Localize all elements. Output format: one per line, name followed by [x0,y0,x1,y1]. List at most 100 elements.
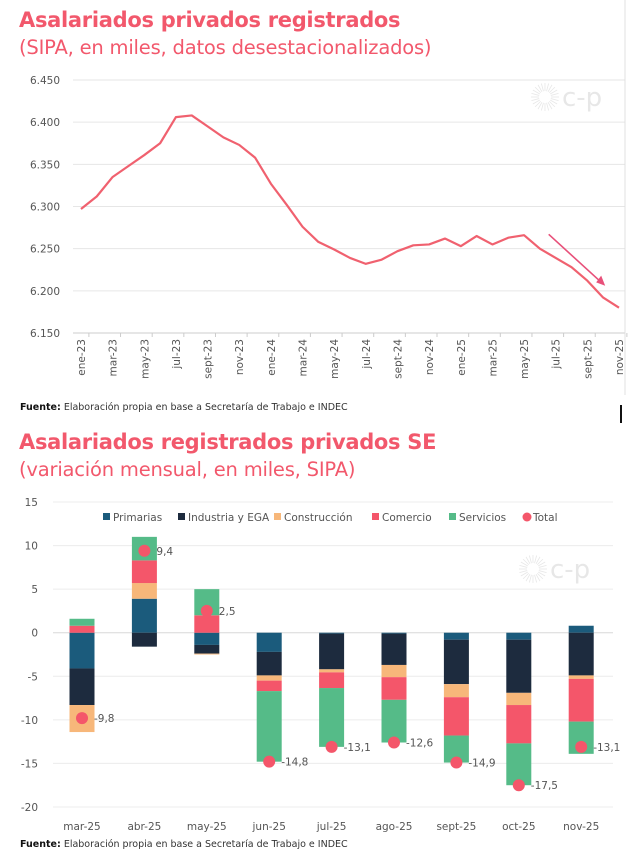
bar-segment-servicios [256,691,282,762]
source-label: Fuente: [20,839,61,850]
watermark-logo: c-p [519,555,590,585]
y-tick-label: -15 [21,758,38,770]
x-tick-label: jul-25 [316,821,347,833]
chart2-subtitle: (variación mensual, en miles, SIPA) [19,458,356,481]
total-data-label: -13,1 [344,742,371,754]
y-tick-label: -20 [21,802,38,814]
legend-label: Construcción [284,512,353,524]
svg-text:c-p: c-p [562,83,602,113]
chart2-title: Asalariados registrados privados SE [19,430,437,454]
total-data-label: -14,9 [468,758,495,770]
bar-segment-construcción [506,692,532,706]
total-data-label: -14,8 [281,757,308,769]
total-marker [76,712,88,725]
y-tick-label: 6.300 [30,202,60,214]
total-data-label: -12,6 [406,738,433,750]
trend-arrowhead [596,275,606,286]
bar-segment-comercio [131,560,157,584]
y-tick-label: 15 [25,497,38,509]
bar-segment-industria-y-ega [568,632,594,676]
legend-label: Total [532,512,558,524]
trend-arrow [548,233,604,285]
bar-segment-servicios [381,699,407,743]
bar-segment-primarias [131,598,157,633]
legend-swatch [178,513,185,520]
total-data-label: -17,5 [531,780,558,792]
x-tick-label: mar-23 [108,339,120,376]
x-tick-label: may-25 [519,339,531,379]
bar-segment-construcción [319,669,345,673]
bar-segment-primarias [256,632,282,652]
y-tick-label: 6.200 [30,286,60,298]
source-text: Elaboración propia en base a Secretaría … [63,839,348,850]
chart1-source: Fuente: Elaboración propia en base a Sec… [20,402,348,413]
bar-segment-construcción [194,653,220,655]
x-tick-label: sept-24 [392,339,404,379]
total-marker [138,544,151,557]
x-tick-label: abr-25 [127,821,161,833]
source-text: Elaboración propia en base a Secretaría … [63,402,348,413]
bar-segment-primarias [69,632,95,669]
bar-segment-industria-y-ega [381,633,407,665]
x-tick-label: nov-24 [424,339,436,375]
watermark-logo: c-p [531,83,602,113]
bar-segment-industria-y-ega [256,651,282,676]
bar-segment-construcción [381,664,407,678]
bar-segment-primarias [381,632,407,634]
x-tick-label: ene-23 [76,339,88,376]
y-tick-label: 6.450 [30,75,60,87]
bar-segment-comercio [443,697,469,736]
y-tick-label: -10 [21,715,38,727]
x-tick-label: nov-23 [234,339,246,375]
total-marker [575,740,588,753]
total-marker [200,604,213,617]
chart2-source: Fuente: Elaboración propia en base a Sec… [20,839,348,850]
x-tick-label: jul-23 [171,339,183,370]
svg-text:c-p: c-p [550,555,590,585]
y-tick-label: 10 [25,541,38,553]
x-tick-label: ene-24 [266,339,278,376]
x-tick-label: ene-25 [456,339,468,376]
total-data-label: -13,1 [593,742,620,754]
bar-segment-comercio [69,625,95,633]
legend-swatch [274,513,281,520]
total-marker [263,755,276,768]
bar-segment-construcción [568,675,594,679]
y-tick-label: 6.150 [30,328,60,340]
total-marker [325,740,338,753]
x-tick-label: may-23 [139,339,151,379]
source-label: Fuente: [20,402,61,413]
bar-segment-primarias [194,632,220,645]
legend-label: Servicios [459,512,506,524]
bar-segment-industria-y-ega [319,633,345,670]
y-tick-label: -5 [28,671,38,683]
total-data-label: 9,4 [156,546,173,558]
legend-swatch [449,513,456,520]
x-tick-label: sept-25 [582,339,594,379]
series-line [80,114,620,309]
total-marker [388,736,400,749]
chart1-title: Asalariados privados registrados [19,8,401,32]
y-tick-label: 6.400 [30,117,60,129]
x-tick-label: nov-25 [614,339,626,375]
bar-segment-comercio [256,680,282,692]
x-tick-label: may-24 [329,339,341,379]
total-marker [512,779,525,792]
bar-segment-primarias [443,632,469,640]
bar-segment-industria-y-ega [443,639,469,685]
x-tick-label: jun-25 [252,821,286,833]
bar-segment-comercio [319,672,345,689]
bar-segment-servicios [506,743,532,786]
bar-segment-construcción [443,684,469,698]
legend-swatch [522,512,532,522]
bar-segment-primarias [319,632,345,634]
total-data-label: -9,8 [94,713,115,725]
x-tick-label: may-25 [187,821,227,833]
y-tick-label: 6.350 [30,159,60,171]
bar-segment-comercio [568,678,594,722]
bar-segment-industria-y-ega [194,644,220,654]
bar-segment-industria-y-ega [131,632,157,647]
y-tick-label: 5 [31,584,38,596]
x-tick-label: oct-25 [502,821,535,833]
bar-segment-comercio [194,615,220,633]
